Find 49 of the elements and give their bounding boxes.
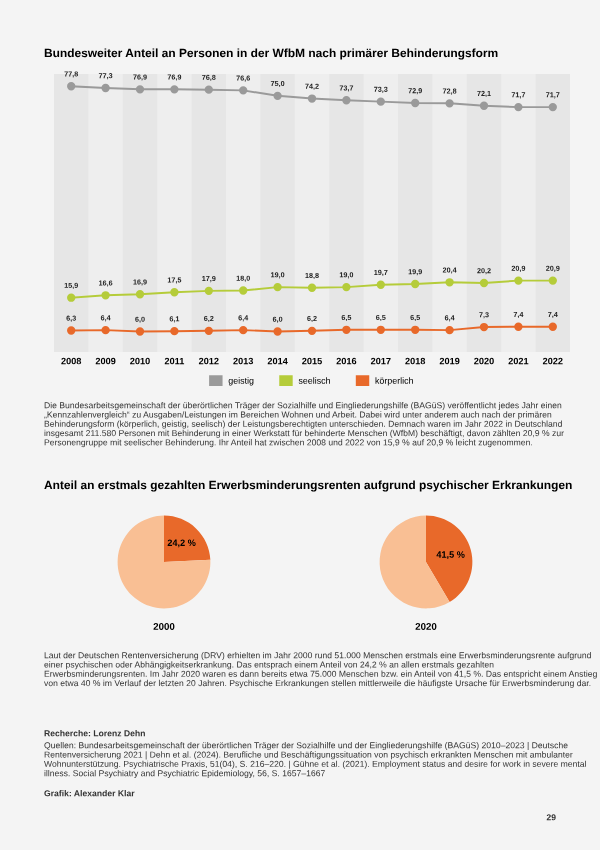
point bbox=[170, 327, 179, 336]
point bbox=[239, 286, 248, 295]
point bbox=[204, 286, 213, 296]
point bbox=[342, 325, 351, 334]
point bbox=[411, 325, 420, 334]
point bbox=[376, 280, 385, 289]
point bbox=[170, 288, 179, 297]
point bbox=[445, 278, 454, 287]
point bbox=[376, 325, 385, 334]
point bbox=[273, 282, 282, 292]
point bbox=[548, 276, 557, 285]
point bbox=[376, 97, 385, 106]
point bbox=[307, 283, 317, 292]
point bbox=[342, 282, 351, 292]
point bbox=[479, 101, 489, 110]
point bbox=[514, 322, 523, 331]
point bbox=[67, 326, 76, 335]
point bbox=[239, 86, 248, 95]
point bbox=[135, 327, 145, 336]
point bbox=[135, 290, 145, 299]
point bbox=[101, 83, 110, 93]
point bbox=[514, 102, 523, 112]
point bbox=[307, 94, 317, 103]
point bbox=[411, 279, 420, 289]
point bbox=[135, 85, 145, 94]
point bbox=[273, 91, 282, 100]
point bbox=[514, 276, 523, 285]
point bbox=[411, 98, 420, 108]
point bbox=[548, 322, 557, 331]
pie-slice bbox=[379, 515, 450, 609]
point bbox=[342, 96, 351, 105]
point bbox=[479, 278, 489, 288]
pie-slice bbox=[164, 515, 211, 562]
point bbox=[204, 326, 213, 335]
point bbox=[101, 325, 110, 335]
point bbox=[273, 327, 282, 336]
point bbox=[204, 85, 213, 94]
point bbox=[445, 325, 454, 335]
point bbox=[239, 325, 248, 335]
pie-slice bbox=[426, 515, 473, 602]
point bbox=[101, 291, 110, 300]
point bbox=[67, 293, 76, 302]
point bbox=[307, 326, 317, 335]
point bbox=[67, 82, 76, 91]
pie-slice bbox=[117, 515, 211, 609]
point bbox=[170, 85, 179, 94]
point bbox=[479, 322, 489, 332]
point bbox=[548, 102, 557, 112]
point bbox=[445, 99, 454, 108]
